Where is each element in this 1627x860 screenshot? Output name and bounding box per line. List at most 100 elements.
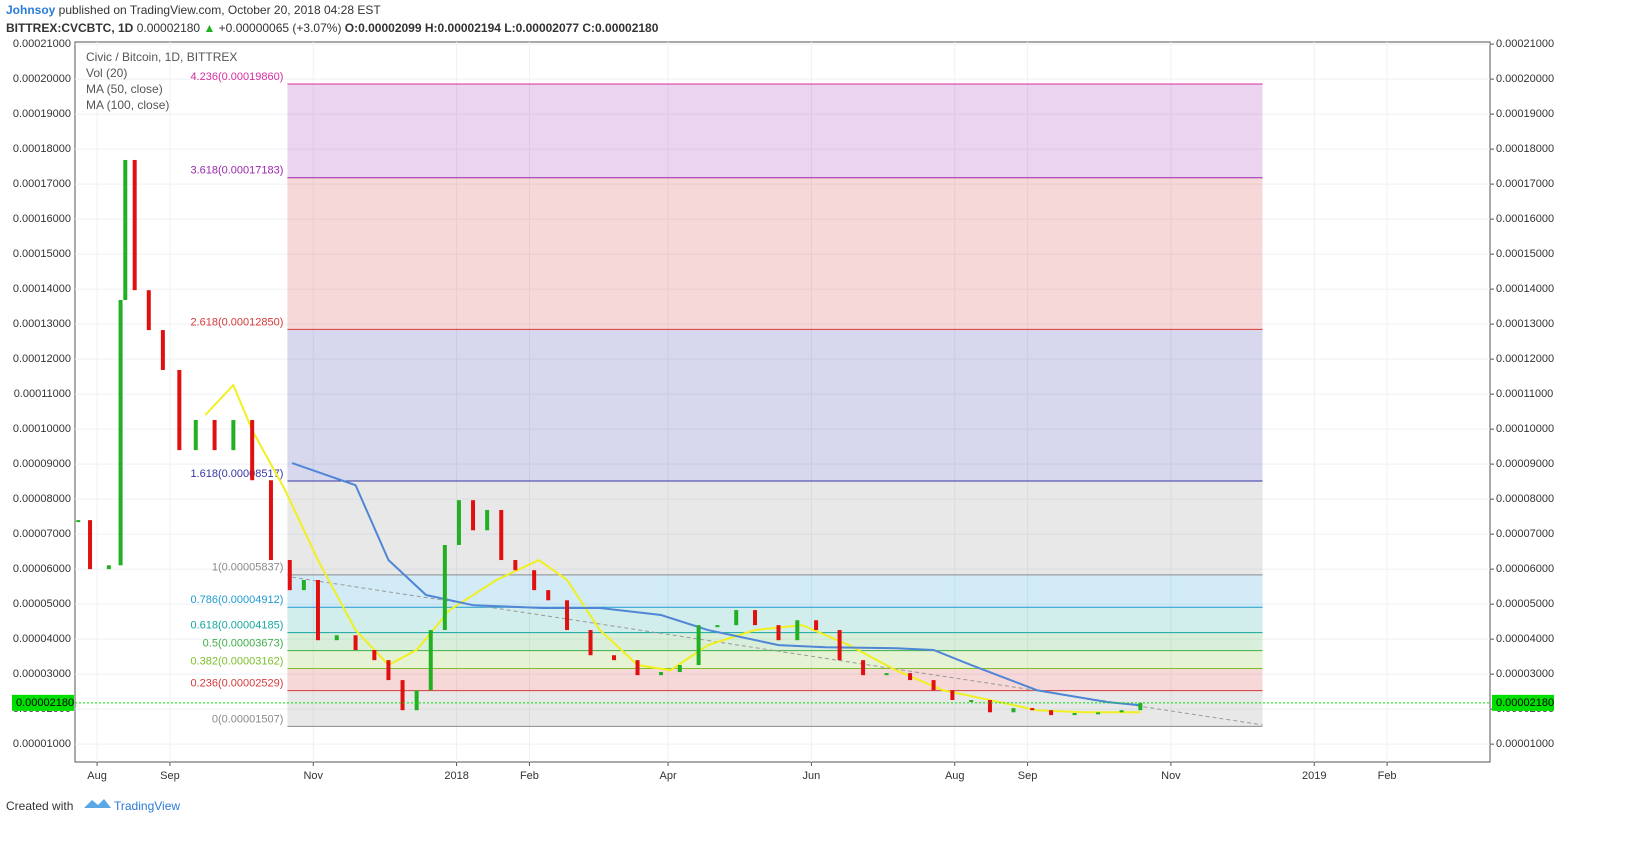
moving-average xyxy=(204,383,1141,714)
low: L:0.00002077 xyxy=(504,21,579,35)
y-tick-label-right: 0.00014000 xyxy=(1496,283,1554,295)
y-tick-label-right: 0.00021000 xyxy=(1496,38,1554,50)
candle xyxy=(76,520,81,523)
fib-label: 2.618(0.00012850) xyxy=(190,316,283,328)
brand-logo xyxy=(84,799,111,808)
candle xyxy=(861,660,866,676)
fib-zone xyxy=(287,632,1263,651)
fib-label: 0.618(0.00004185) xyxy=(190,620,283,632)
footer-brand[interactable]: TradingView xyxy=(114,799,180,813)
x-tick-label: Jun xyxy=(803,770,821,782)
candle xyxy=(753,610,758,626)
y-tick-label: 0.00009000 xyxy=(13,458,71,470)
fib-label: 0.5(0.00003673) xyxy=(203,637,284,649)
fib-zone xyxy=(287,574,1263,608)
candle xyxy=(123,159,128,300)
candle xyxy=(1096,712,1101,715)
candle xyxy=(442,544,447,631)
candle xyxy=(715,625,720,628)
candle xyxy=(1030,708,1035,711)
x-tick-label: Nov xyxy=(303,770,323,782)
candle xyxy=(118,299,123,566)
y-tick-label-right: 0.00016000 xyxy=(1496,213,1554,225)
candle xyxy=(1049,710,1054,716)
candle xyxy=(884,673,889,676)
y-tick-label: 0.00015000 xyxy=(13,248,71,260)
y-tick-label-right: 0.00003000 xyxy=(1496,668,1554,680)
candle xyxy=(334,635,339,641)
candle xyxy=(513,560,518,571)
open: O:0.00002099 xyxy=(345,21,422,35)
last-price-box xyxy=(1492,694,1554,711)
y-tick-label-right: 0.00009000 xyxy=(1496,458,1554,470)
y-tick-label: 0.00019000 xyxy=(13,108,71,120)
candle xyxy=(301,579,306,591)
fib-zone xyxy=(287,84,1263,178)
candle xyxy=(88,520,93,570)
candle xyxy=(146,290,151,331)
candle xyxy=(659,672,664,676)
candle xyxy=(268,480,273,561)
y-tick-label: 0.00020000 xyxy=(13,73,71,85)
last-price-label: 0.00002180 xyxy=(16,697,74,709)
y-tick-label-right: 0.00008000 xyxy=(1496,493,1554,505)
fib-label: 1.618(0.00008517) xyxy=(190,468,283,480)
candle xyxy=(837,630,842,661)
candle xyxy=(287,560,292,591)
candle xyxy=(969,700,974,703)
candle xyxy=(776,625,781,641)
y-tick-label-right: 0.00017000 xyxy=(1496,178,1554,190)
candle xyxy=(471,500,476,531)
plot-frame xyxy=(74,41,1491,763)
fib-zone xyxy=(287,481,1263,575)
last: 0.00002180 xyxy=(137,21,201,35)
y-tick-label: 0.00011000 xyxy=(14,388,71,400)
candle xyxy=(315,579,320,641)
candle xyxy=(386,660,391,681)
candle xyxy=(353,635,358,650)
fib-label: 0(0.00001507) xyxy=(212,713,284,725)
x-tick-label: Apr xyxy=(660,770,677,782)
candle xyxy=(485,509,490,531)
x-tick-label: Sep xyxy=(1018,770,1038,782)
y-tick-label-right: 0.00011000 xyxy=(1496,388,1553,400)
y-tick-label: 0.00001000 xyxy=(13,738,71,750)
symbol: BITTREX:CVCBTC, 1D xyxy=(6,21,134,35)
fib-zone xyxy=(287,650,1263,669)
y-tick-label-right: 0.00005000 xyxy=(1496,598,1554,610)
change: +0.00000065 (+3.07%) xyxy=(219,21,342,35)
high: H:0.00002194 xyxy=(425,21,501,35)
y-tick-label: 0.00007000 xyxy=(13,528,71,540)
y-tick-label: 0.00008000 xyxy=(13,493,71,505)
fib-label: 0.382(0.00003162) xyxy=(190,655,283,667)
candle xyxy=(193,420,198,451)
y-tick-label: 0.00004000 xyxy=(13,633,71,645)
arrow: ▲ xyxy=(203,21,215,35)
fib-zone xyxy=(287,329,1263,482)
y-tick-label: 0.00003000 xyxy=(13,668,71,680)
fib-label: 1(0.00005837) xyxy=(212,562,284,574)
author[interactable]: Johnsoy xyxy=(6,3,56,17)
candle xyxy=(546,590,551,601)
y-tick-label-right: 0.00012000 xyxy=(1496,353,1554,365)
candle xyxy=(532,570,537,591)
y-tick-label-right: 0.00007000 xyxy=(1496,528,1554,540)
candle xyxy=(132,159,137,291)
candle xyxy=(160,330,165,370)
candle xyxy=(1119,710,1124,713)
fib-label: 4.236(0.00019860) xyxy=(190,71,283,83)
candle xyxy=(677,665,682,673)
candle xyxy=(106,565,111,570)
y-tick-label: 0.00006000 xyxy=(13,563,71,575)
y-tick-label-right: 0.00015000 xyxy=(1496,248,1554,260)
candle xyxy=(588,630,593,656)
legend-entry: MA (100, close) xyxy=(86,98,169,112)
y-tick-label-right: 0.00018000 xyxy=(1496,143,1554,155)
legend-entry: Civic / Bitcoin, 1D, BITTREX xyxy=(86,50,237,64)
legend-entry: MA (50, close) xyxy=(86,82,163,96)
candle xyxy=(456,500,461,545)
candle xyxy=(372,649,377,661)
y-tick-label: 0.00016000 xyxy=(13,213,71,225)
